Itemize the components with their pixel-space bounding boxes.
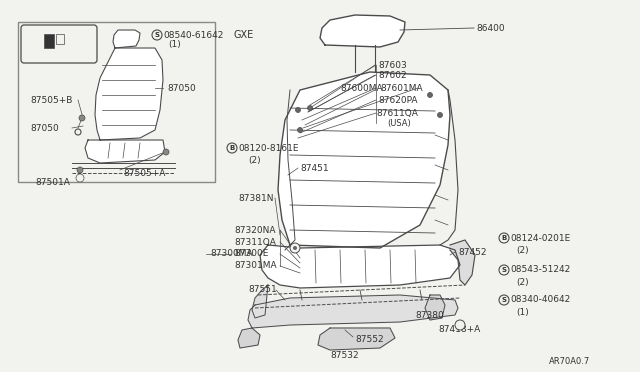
Circle shape [296,108,301,112]
Polygon shape [260,245,460,288]
Text: AR70A0.7: AR70A0.7 [548,357,590,366]
Text: 08124-0201E: 08124-0201E [510,234,570,243]
Circle shape [293,246,297,250]
Polygon shape [318,328,395,350]
Circle shape [499,295,509,305]
Text: 87611QA: 87611QA [376,109,418,118]
Text: 87532: 87532 [330,350,358,359]
Circle shape [152,30,162,40]
Circle shape [227,143,237,153]
Circle shape [79,115,85,121]
Text: 87381N: 87381N [238,193,273,202]
Text: 08540-61642: 08540-61642 [163,31,223,39]
Polygon shape [248,295,458,328]
Text: 87320NA: 87320NA [234,225,275,234]
Circle shape [499,233,509,243]
Text: B: B [229,145,235,151]
Text: 87451: 87451 [300,164,328,173]
Text: S: S [502,267,506,273]
FancyBboxPatch shape [21,25,97,63]
Text: 87501A: 87501A [35,177,70,186]
Polygon shape [278,72,450,248]
Circle shape [438,112,442,118]
Text: 87301MA: 87301MA [234,262,276,270]
Text: 87050: 87050 [30,124,59,132]
Text: 87620PA: 87620PA [378,96,417,105]
Text: S: S [154,32,159,38]
Text: 87300E: 87300E [234,250,268,259]
Text: 87452: 87452 [458,247,486,257]
Polygon shape [320,15,405,47]
Circle shape [307,106,312,110]
Text: 87551: 87551 [248,285,276,295]
Text: 87418+A: 87418+A [438,326,480,334]
Text: (USA): (USA) [387,119,411,128]
Circle shape [76,174,84,182]
Text: 87380: 87380 [415,311,444,320]
Circle shape [163,149,169,155]
Circle shape [298,128,303,132]
Polygon shape [252,285,268,318]
Polygon shape [95,48,163,140]
Text: (2): (2) [516,278,529,286]
Text: 87300MA: 87300MA [210,250,253,259]
Text: 87050: 87050 [167,83,196,93]
Text: 86400: 86400 [476,23,504,32]
Circle shape [499,265,509,275]
Text: (2): (2) [248,155,260,164]
Bar [18,22,215,182]
Text: (2): (2) [516,246,529,254]
Text: (1): (1) [168,39,180,48]
Text: 87311QA: 87311QA [234,237,276,247]
Text: 87602: 87602 [378,71,406,80]
Bar [44,34,54,48]
Circle shape [428,93,433,97]
Text: 08543-51242: 08543-51242 [510,266,570,275]
Text: 08340-40642: 08340-40642 [510,295,570,305]
Bar [56,34,64,44]
Text: 87505+B: 87505+B [30,96,72,105]
Text: 87552: 87552 [355,336,383,344]
Text: S: S [502,297,506,303]
Polygon shape [238,328,260,348]
Text: 87505+A: 87505+A [123,169,165,177]
Text: 87600MA: 87600MA [340,83,383,93]
Text: (1): (1) [516,308,529,317]
Circle shape [290,243,300,253]
Circle shape [75,129,81,135]
Text: B: B [501,235,507,241]
Polygon shape [450,240,475,285]
Polygon shape [425,295,445,320]
Text: 87601MA: 87601MA [380,83,422,93]
Polygon shape [85,140,165,163]
Text: GXE: GXE [234,30,254,40]
Circle shape [455,320,465,330]
Text: 08120-8161E: 08120-8161E [238,144,298,153]
Polygon shape [113,30,140,48]
Text: 87603: 87603 [378,61,407,70]
Circle shape [77,167,83,173]
